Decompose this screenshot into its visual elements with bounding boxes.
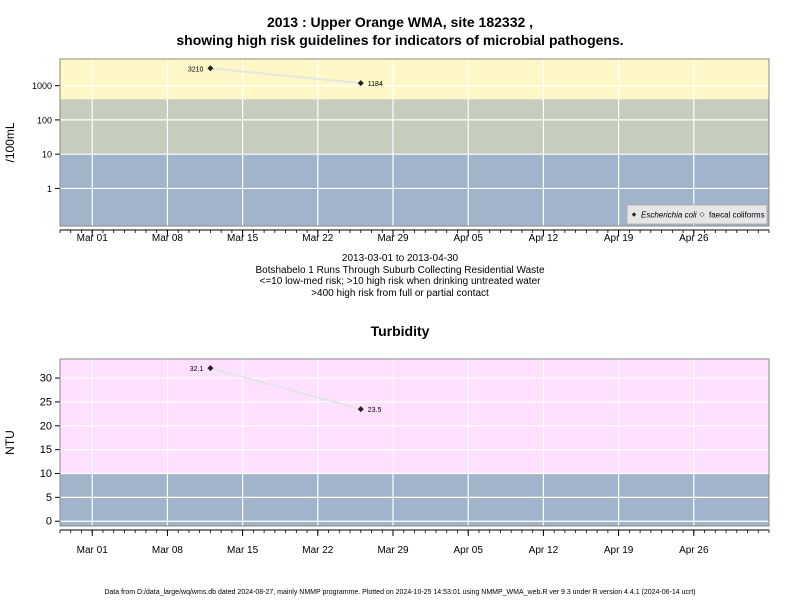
- microbial-x-tick-label: Mar 22: [302, 233, 334, 244]
- turbidity-data-label: 32.1: [190, 366, 204, 373]
- risk-guideline-caption: <=10 low-med risk; >10 high risk when dr…: [259, 276, 541, 287]
- turbidity-x-tick-label: Apr 12: [529, 545, 559, 556]
- turbidity-x-tick-label: Apr 19: [604, 545, 634, 556]
- turbidity-x-tick-label: Apr 26: [679, 545, 709, 556]
- turbidity-x-tick-label: Mar 29: [377, 545, 409, 556]
- microbial-series-line: [210, 67, 361, 85]
- turbidity-y-tick-label: 5: [46, 492, 52, 504]
- turbidity-high-risk-band: [60, 359, 769, 474]
- footer-note: Data from D:/data_large/wq/wms.db dated …: [104, 589, 696, 596]
- turbidity-low-risk-band: [60, 473, 769, 526]
- turbidity-y-tick-label: 15: [40, 444, 52, 456]
- microbial-y-tick-label: 1000: [32, 81, 52, 91]
- microbial-medium-risk-band: [60, 99, 769, 155]
- turbidity-y-tick-label: 20: [40, 420, 52, 432]
- microbial-y-tick-label: 10: [42, 150, 52, 160]
- chart-subtitle: showing high risk guidelines for indicat…: [176, 32, 624, 48]
- turbidity-y-tick-label: 25: [40, 396, 52, 408]
- turbidity-x-tick-label: Mar 15: [227, 545, 259, 556]
- microbial-data-point: [357, 80, 364, 87]
- turbidity-y-tick-label: 10: [40, 468, 52, 480]
- microbial-x-tick-label: Apr 26: [679, 233, 709, 244]
- microbial-data-label: 1184: [368, 81, 383, 88]
- microbial-x-tick-label: Apr 19: [604, 233, 634, 244]
- turbidity-data-point: [207, 365, 214, 372]
- microbial-x-tick-label: Mar 01: [77, 233, 109, 244]
- microbial-panel-border: [59, 58, 770, 227]
- turbidity-x-tick-label: Apr 05: [453, 545, 483, 556]
- turbidity-x-tick-label: Mar 08: [152, 545, 184, 556]
- turbidity-y-tick-label: 30: [40, 373, 52, 385]
- date-range-caption: 2013-03-01 to 2013-04-30: [341, 253, 459, 264]
- turbidity-y-axis-label: NTU: [3, 430, 17, 455]
- turbidity-data-label: 23.5: [368, 407, 382, 414]
- microbial-legend-marker-ecoli: [631, 212, 637, 217]
- microbial-x-tick-label: Apr 12: [529, 233, 559, 244]
- microbial-x-tick-label: Mar 08: [152, 233, 184, 244]
- turbidity-data-point: [357, 406, 364, 413]
- site-description-caption: Botshabelo 1 Runs Through Suburb Collect…: [255, 264, 545, 276]
- microbial-x-tick-label: Apr 05: [453, 233, 483, 244]
- microbial-legend-label-faecal: faecal coliforms: [709, 211, 765, 220]
- turbidity-y-tick-label: 0: [46, 516, 52, 528]
- microbial-legend-label-ecoli: Escherichia coli: [641, 211, 697, 220]
- chart-title: 2013 : Upper Orange WMA, site 182332 ,: [266, 14, 534, 30]
- turbidity-series-line: [210, 367, 362, 411]
- microbial-y-tick-label: 100: [37, 115, 52, 125]
- turbidity-title: Turbidity: [370, 323, 430, 339]
- microbial-y-tick-label: 1: [47, 184, 52, 194]
- microbial-data-point: [207, 65, 214, 72]
- microbial-legend-marker-faecal: [699, 211, 705, 218]
- microbial-y-axis-label: /100mL: [3, 122, 17, 162]
- microbial-x-tick-label: Mar 15: [227, 233, 259, 244]
- microbial-high-risk-band: [60, 59, 769, 100]
- turbidity-x-tick-label: Mar 01: [77, 545, 109, 556]
- turbidity-x-tick-label: Mar 22: [302, 545, 334, 556]
- turbidity-panel-border: [59, 358, 770, 527]
- contact-risk-caption: >400 high risk from full or partial cont…: [311, 287, 489, 299]
- microbial-legend-box: [626, 204, 768, 225]
- microbial-x-tick-label: Mar 29: [377, 233, 409, 244]
- microbial-data-label: 3210: [188, 66, 204, 73]
